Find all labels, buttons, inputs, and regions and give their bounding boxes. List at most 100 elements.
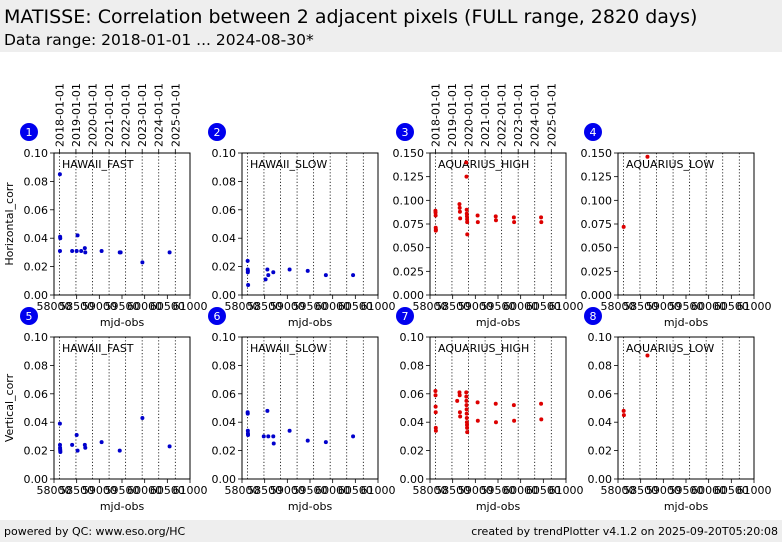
x-tick-label: 58500 [59,484,94,497]
y-tick-label: 0.10 [400,331,425,344]
data-point [433,425,438,430]
data-point [457,393,462,398]
data-point [458,216,463,221]
data-point [57,172,62,177]
data-point [475,220,480,225]
data-point [493,218,498,223]
y-tick-label: 0.06 [212,388,237,401]
x-tick-label: 60500 [150,300,185,313]
data-point [464,394,469,399]
data-point [464,407,469,412]
plot-frame [617,336,755,480]
y-tick-label: 0.08 [212,359,237,372]
panel-badge-number: 3 [402,126,409,139]
data-point [457,209,462,214]
data-point [323,440,328,445]
data-point [539,215,544,220]
data-point [245,428,250,433]
x-tick-label: 61000 [361,484,396,497]
y-tick-label: 0.10 [24,147,49,160]
data-point [271,441,276,446]
data-point [455,398,460,403]
x-tick-label: 59500 [293,300,328,313]
x-tick-label: 58000 [37,484,72,497]
page-title: MATISSE: Correlation between 2 adjacent … [4,6,698,28]
y-tick-label: 0.100 [393,194,425,207]
data-point [464,403,469,408]
x-axis-label: mjd-obs [100,316,145,329]
y-tick-label: 0.04 [212,416,237,429]
data-point [287,428,292,433]
data-point [457,202,462,207]
data-point [351,273,356,278]
y-tick-label: 0.02 [24,261,49,274]
data-point [464,415,469,420]
data-point [464,211,469,216]
y-axis-label: Horizontal_corr [3,182,16,266]
date-tick-label: 2024-01-01 [153,83,166,147]
x-tick-label: 58000 [601,300,636,313]
x-tick-label: 60500 [714,300,749,313]
data-point [433,213,438,218]
date-tick-label: 2024-01-01 [529,83,542,147]
data-point [465,232,470,237]
y-tick-label: 0.025 [393,265,425,278]
data-point [475,418,480,423]
panel-badge [584,307,602,325]
data-point [57,442,62,447]
data-point [645,154,650,159]
y-tick-label: 0.02 [400,445,425,458]
y-tick-label: 0.06 [400,388,425,401]
x-tick-label: 60500 [150,484,185,497]
data-point [465,430,470,435]
data-point [433,393,438,398]
data-point [458,414,463,419]
panel-badge-number: 7 [402,310,409,323]
y-tick-label: 0.00 [212,289,237,302]
data-point [271,434,276,439]
y-tick-label: 0.050 [581,242,613,255]
plot-frame [241,336,379,480]
date-tick-label: 2022-01-01 [496,83,509,147]
data-point [621,224,626,229]
data-point [271,270,276,275]
data-point [433,410,438,415]
data-point [83,445,88,450]
data-point [464,207,469,212]
data-point [75,448,80,453]
panel-name: HAWAII_SLOW [250,342,327,355]
x-tick-label: 58500 [59,300,94,313]
x-tick-label: 58000 [601,484,636,497]
x-tick-label: 58500 [247,484,282,497]
date-tick-label: 2025-01-01 [169,83,182,147]
data-point [465,220,470,225]
y-tick-label: 0.00 [588,473,613,486]
x-axis-label: mjd-obs [288,316,333,329]
header-bar: MATISSE: Correlation between 2 adjacent … [0,0,782,52]
x-tick-label: 60000 [503,300,538,313]
x-tick-label: 61000 [737,484,772,497]
data-point [245,258,250,263]
panel-badge [396,307,414,325]
y-tick-label: 0.02 [212,261,237,274]
data-point [465,217,470,222]
x-tick-label: 61000 [361,300,396,313]
data-point [246,283,251,288]
y-tick-label: 0.150 [581,147,613,160]
x-axis-label: mjd-obs [288,500,333,513]
data-point [464,423,469,428]
date-tick-label: 2021-01-01 [103,83,116,147]
x-tick-label: 59500 [669,484,704,497]
data-point [70,248,75,253]
y-tick-label: 0.000 [581,289,613,302]
y-tick-label: 0.00 [24,473,49,486]
y-tick-label: 0.125 [393,171,425,184]
panel-badge-number: 5 [26,310,33,323]
panel-badge [20,307,38,325]
date-tick-label: 2021-01-01 [479,83,492,147]
data-point [245,268,250,273]
data-point [464,174,469,179]
y-tick-label: 0.125 [581,171,613,184]
data-point [464,398,469,403]
plot-frame [617,152,755,296]
